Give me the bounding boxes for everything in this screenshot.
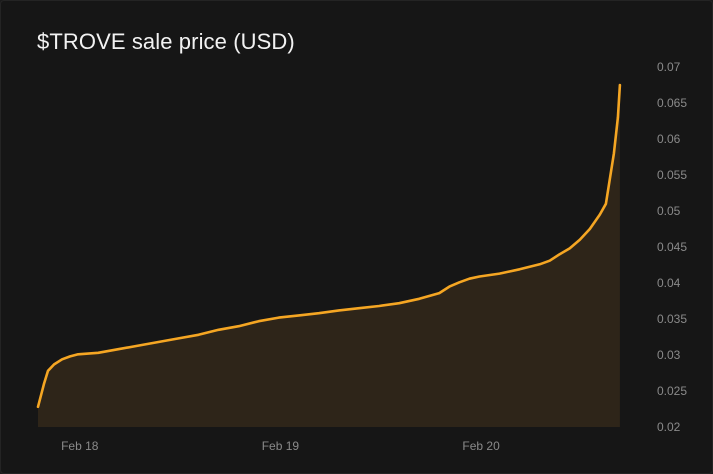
y-tick-label: 0.065: [657, 96, 687, 110]
y-tick-label: 0.025: [657, 384, 687, 398]
x-tick-label: Feb 18: [61, 439, 99, 453]
x-tick-label: Feb 19: [262, 439, 300, 453]
chart-title: $TROVE sale price (USD): [37, 29, 295, 54]
price-area: [38, 85, 620, 427]
y-tick-label: 0.02: [657, 420, 681, 434]
y-tick-label: 0.07: [657, 60, 681, 74]
y-tick-label: 0.06: [657, 132, 681, 146]
y-tick-label: 0.045: [657, 240, 687, 254]
y-tick-label: 0.04: [657, 276, 681, 290]
y-tick-label: 0.035: [657, 312, 687, 326]
x-tick-label: Feb 20: [462, 439, 500, 453]
y-tick-label: 0.055: [657, 168, 687, 182]
price-line: [36, 83, 622, 409]
y-tick-label: 0.03: [657, 348, 681, 362]
y-tick-label: 0.05: [657, 204, 681, 218]
